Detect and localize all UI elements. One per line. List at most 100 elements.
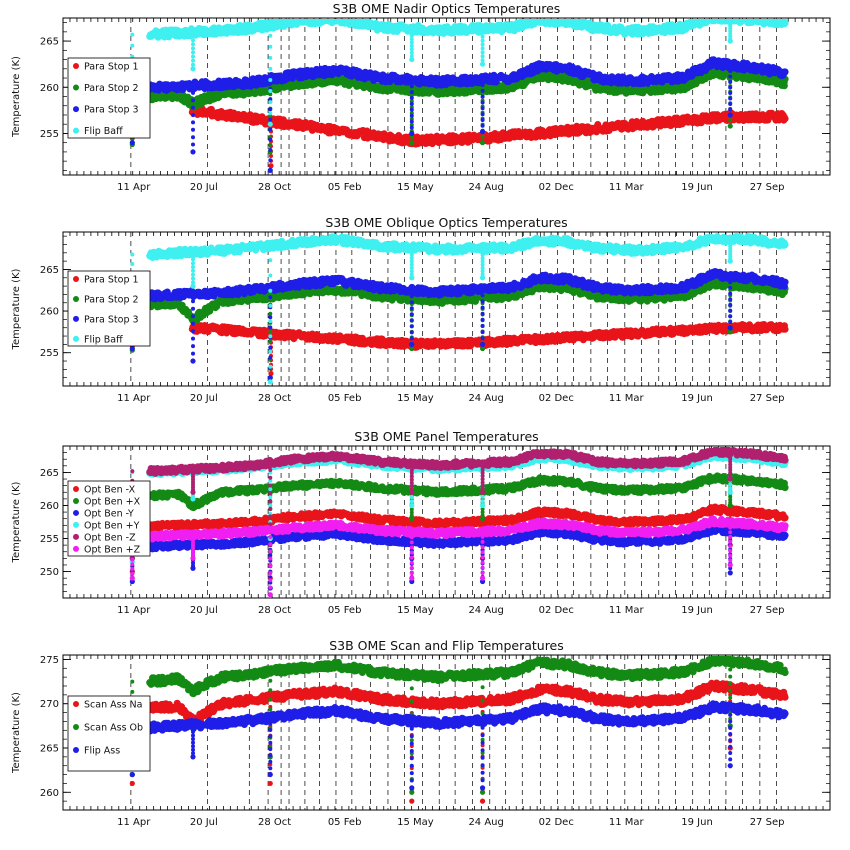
legend-marker (73, 545, 79, 552)
x-tick-label: 24 Aug (468, 817, 503, 828)
y-axis-label: Temperature (K) (11, 692, 22, 774)
chart-panel-1: 255 260 265 11 Apr 20 Jul 28 Oct 05 Feb 15 May 2… (11, 1, 831, 193)
x-tick-label: 11 Mar (609, 393, 645, 404)
x-tick-label: 11 Mar (609, 605, 645, 616)
series-para-stop-1 (129, 104, 789, 169)
x-tick-label: 20 Jul (190, 182, 218, 193)
x-tick-label: 05 Feb (328, 182, 362, 193)
legend-label: Para Stop 2 (84, 83, 139, 94)
y-tick-label: 255 (40, 534, 59, 545)
y-tick-label: 265 (40, 37, 59, 48)
data-layer (129, 447, 789, 597)
legend-marker (73, 486, 79, 492)
y-tick-label: 260 (40, 83, 59, 94)
x-tick-label: 11 Mar (609, 182, 645, 193)
series-flip-baff (129, 233, 789, 385)
x-tick-label: 24 Aug (468, 605, 503, 616)
legend-marker (73, 747, 79, 753)
series-band (146, 447, 789, 477)
x-tick-label: 20 Jul (190, 605, 218, 616)
legend-box (67, 480, 151, 557)
chart-title: S3B OME Scan and Flip Temperatures (329, 638, 564, 653)
x-tick-label: 11 Apr (117, 605, 151, 616)
series-band (188, 321, 789, 351)
series-band (188, 104, 789, 148)
legend: Para Stop 1 Para Stop 2 Para Stop 3 Flip Ba… (67, 270, 151, 347)
y-tick-label: 270 (40, 699, 59, 710)
x-tick-label: 15 May (397, 817, 434, 828)
legend-marker (73, 295, 79, 302)
legend-box (67, 270, 151, 347)
chart-title: S3B OME Panel Temperatures (354, 429, 538, 444)
x-tick-label: 11 Apr (117, 817, 151, 828)
data-layer (129, 19, 789, 173)
x-tick-label: 28 Oct (258, 605, 291, 616)
x-tick-label: 02 Dec (539, 393, 574, 404)
x-tick-label: 02 Dec (539, 182, 574, 193)
series-flip-ass (129, 700, 789, 791)
legend-marker (73, 533, 79, 540)
x-tick-label: 27 Sep (750, 182, 785, 193)
x-tick-label: 19 Jun (681, 182, 713, 193)
x-tick-label: 28 Oct (258, 817, 291, 828)
legend-label: Scan Ass Na (84, 700, 142, 711)
x-tick-label: 24 Aug (468, 393, 503, 404)
series-band (146, 233, 789, 261)
x-tick-label: 19 Jun (681, 605, 713, 616)
y-tick-label: 255 (40, 348, 59, 359)
y-tick-label: 260 (40, 307, 59, 318)
x-tick-label: 19 Jun (681, 817, 713, 828)
legend-label: Scan Ass Ob (84, 723, 143, 734)
x-tick-label: 28 Oct (258, 393, 291, 404)
legend-marker (73, 497, 79, 504)
legend-marker (73, 701, 79, 707)
legend-box (67, 695, 151, 772)
x-tick-label: 27 Sep (750, 605, 785, 616)
x-tick-label: 24 Aug (468, 182, 503, 193)
x-tick-label: 11 Mar (609, 817, 645, 828)
legend-label: Para Stop 1 (84, 275, 139, 286)
legend-label: Para Stop 3 (84, 105, 139, 116)
x-tick-label: 19 Jun (681, 393, 713, 404)
series-opt-ben-x (129, 472, 789, 561)
legend-label: Para Stop 3 (84, 314, 139, 325)
y-tick-label: 260 (40, 501, 59, 512)
x-tick-label: 05 Feb (328, 817, 362, 828)
y-tick-label: 260 (40, 788, 59, 799)
legend-marker (73, 521, 79, 528)
x-tick-label: 05 Feb (328, 393, 362, 404)
legend-marker (73, 724, 79, 730)
legend-label: Para Stop 1 (84, 62, 139, 73)
legend-label: Para Stop 2 (84, 294, 139, 305)
y-tick-label: 265 (40, 265, 59, 276)
x-tick-label: 15 May (397, 182, 434, 193)
x-tick-label: 27 Sep (750, 393, 785, 404)
x-tick-label: 11 Apr (117, 393, 151, 404)
series-band (146, 656, 789, 698)
legend-marker (73, 84, 79, 91)
series-opt-ben-z (129, 515, 789, 597)
legend-label: Opt Ben -Y (84, 508, 134, 519)
x-tick-label: 27 Sep (750, 817, 785, 828)
legend-marker (73, 315, 79, 322)
legend: Para Stop 1 Para Stop 2 Para Stop 3 Flip Ba… (67, 57, 151, 139)
series-band (146, 472, 789, 512)
series-para-stop-1 (129, 321, 789, 377)
y-tick-label: 265 (40, 744, 59, 755)
legend-label: Flip Ass (84, 746, 120, 757)
legend-label: Opt Ben -X (84, 485, 136, 496)
x-tick-label: 02 Dec (539, 605, 574, 616)
chart-title: S3B OME Nadir Optics Temperatures (333, 1, 561, 16)
y-tick-label: 265 (40, 468, 59, 479)
chart-panel-2: 255 260 265 11 Apr 20 Jul 28 Oct 05 Feb 15 May 2… (11, 215, 831, 404)
x-tick-label: 20 Jul (190, 393, 218, 404)
data-layer (129, 656, 789, 804)
legend: Scan Ass Na Scan Ass Ob Flip Ass (67, 695, 151, 772)
legend-label: Flip Baff (84, 126, 123, 137)
y-axis-label: Temperature (K) (11, 268, 22, 350)
legend-label: Opt Ben +Y (84, 520, 140, 531)
legend-label: Opt Ben +X (84, 496, 141, 507)
y-tick-label: 250 (40, 567, 59, 578)
x-tick-label: 15 May (397, 605, 434, 616)
